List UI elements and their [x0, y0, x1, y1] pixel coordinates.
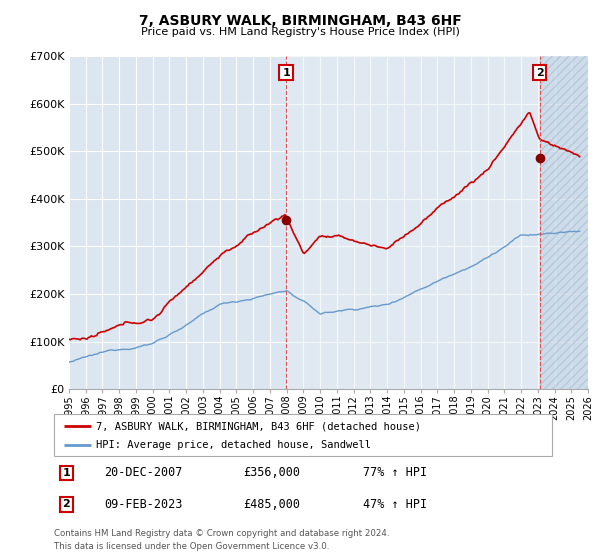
Text: Price paid vs. HM Land Registry's House Price Index (HPI): Price paid vs. HM Land Registry's House …	[140, 27, 460, 37]
Text: £356,000: £356,000	[243, 466, 300, 479]
Text: 1: 1	[62, 468, 70, 478]
Text: 7, ASBURY WALK, BIRMINGHAM, B43 6HF (detached house): 7, ASBURY WALK, BIRMINGHAM, B43 6HF (det…	[97, 421, 421, 431]
Bar	[286, 56, 539, 389]
Text: 77% ↑ HPI: 77% ↑ HPI	[363, 466, 427, 479]
Text: HPI: Average price, detached house, Sandwell: HPI: Average price, detached house, Sand…	[97, 441, 371, 450]
Text: 7, ASBURY WALK, BIRMINGHAM, B43 6HF: 7, ASBURY WALK, BIRMINGHAM, B43 6HF	[139, 14, 461, 28]
Text: Contains HM Land Registry data © Crown copyright and database right 2024.: Contains HM Land Registry data © Crown c…	[54, 529, 389, 538]
Text: 20-DEC-2007: 20-DEC-2007	[104, 466, 182, 479]
Text: 2: 2	[62, 500, 70, 510]
Text: 09-FEB-2023: 09-FEB-2023	[104, 498, 182, 511]
Text: 1: 1	[282, 68, 290, 78]
Text: £485,000: £485,000	[243, 498, 300, 511]
Text: 2: 2	[536, 68, 544, 78]
Bar	[539, 56, 588, 389]
FancyBboxPatch shape	[54, 414, 552, 456]
Text: 47% ↑ HPI: 47% ↑ HPI	[363, 498, 427, 511]
Text: This data is licensed under the Open Government Licence v3.0.: This data is licensed under the Open Gov…	[54, 542, 329, 550]
